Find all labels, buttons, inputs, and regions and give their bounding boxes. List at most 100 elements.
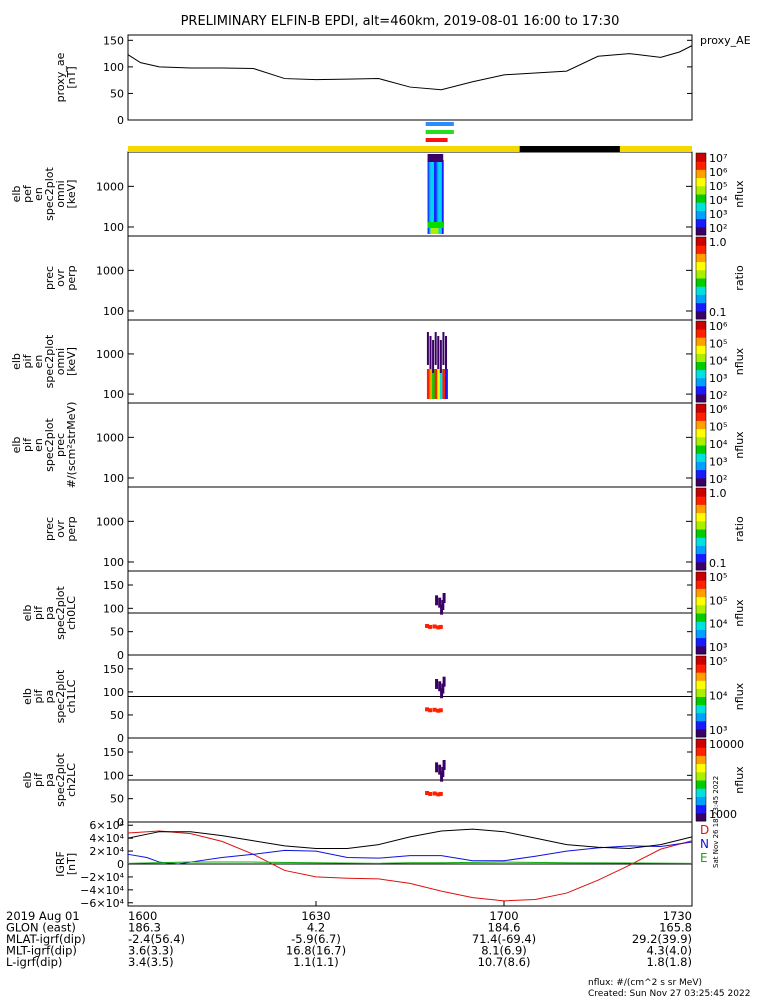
elb-pif-pa-spec2plot-ch2lc-ylabel-0: elb: [21, 772, 34, 789]
footer-row-value: 1700: [489, 909, 518, 923]
elb-pif-en-spec2plot-prec-colorbar-tick: 10²: [709, 473, 727, 486]
proxy-ae-ylabel-0: proxy_ae: [54, 52, 67, 102]
igrf-legend-d: D: [700, 823, 709, 837]
elb-pef-en-spec2plot-omni-colorbar-frame: [695, 152, 707, 236]
elb-pef-en-spec2plot-omni-colorbar-segment: [696, 161, 706, 170]
footer-row-label: L-igrf(dip): [6, 955, 62, 969]
elb-pif-pa-spec2plot-ch0lc-ylabel-1: pif: [32, 605, 45, 620]
igrf-ylabel-0: IGRF: [54, 851, 67, 877]
elb-pef-en-spec2plot-omni-spectro-column: [434, 160, 436, 234]
elb-pif-en-spec2plot-prec-ylabel-4: prec: [54, 433, 67, 457]
elb-pif-en-spec2plot-omni-spectro-speck: [442, 332, 445, 365]
elb-pif-en-spec2plot-omni-colorbar-segment: [696, 393, 706, 403]
prec-ovr-perp-1-colorbar-label: ratio: [733, 265, 746, 291]
footer-row-value: 1.1(1.1): [293, 955, 339, 969]
elb-pif-en-spec2plot-omni-spectro-column: [429, 369, 433, 399]
footer-row-label: 2019 Aug 01: [6, 909, 80, 923]
igrf-series-d: [127, 830, 693, 902]
elb-pif-en-spec2plot-prec-ytick-label: 1000: [96, 431, 124, 444]
elb-pif-pa-spec2plot-ch0lc-spectro-speck: [432, 624, 437, 629]
prec-ovr-perp-2-ytick-label: 100: [103, 556, 124, 569]
footer-row-value: 1730: [663, 909, 692, 923]
elb-pif-pa-spec2plot-ch0lc-colorbar-segment: [696, 572, 706, 581]
elb-pif-pa-spec2plot-ch2lc-spectro-speck: [432, 791, 437, 796]
elb-pif-en-spec2plot-prec-ylabel-1: pif: [21, 437, 34, 452]
elb-pif-en-spec2plot-prec-frame: [127, 402, 693, 488]
elb-pif-en-spec2plot-omni-spectro-column: [432, 369, 435, 399]
igrf-ylabel-1: [nT]: [65, 853, 78, 875]
elb-pif-pa-spec2plot-ch2lc-colorbar-segment: [696, 763, 706, 773]
elb-pef-en-spec2plot-omni-ylabel-2: en: [32, 187, 45, 201]
elb-pif-pa-spec2plot-ch2lc-spectro-speck: [438, 791, 443, 796]
elb-pif-pa-spec2plot-ch2lc-colorbar-segment: [696, 755, 706, 765]
status-segment-yellow: [128, 146, 520, 152]
elb-pef-en-spec2plot-omni-spectro-column: [430, 160, 432, 234]
elb-pif-en-spec2plot-prec-colorbar-segment: [696, 420, 706, 430]
elb-pif-pa-spec2plot-ch2lc-ytick-label: 50: [110, 793, 124, 806]
elb-pif-en-spec2plot-omni-colorbar-frame: [695, 320, 707, 403]
proxy-ae-legend: proxy_AE: [700, 34, 751, 47]
elb-pif-pa-spec2plot-ch0lc-spectro-speck: [440, 604, 444, 615]
footer-row-value: 186.3: [128, 921, 161, 935]
status-segment-black: [519, 146, 620, 152]
elb-pef-en-spec2plot-omni-ytick-label: 1000: [96, 180, 124, 193]
elb-pif-en-spec2plot-omni-spectro-speck: [429, 336, 432, 369]
elb-pif-en-spec2plot-omni-ytick-label: 1000: [96, 348, 124, 361]
elb-pif-en-spec2plot-omni-spectro-column: [434, 369, 438, 399]
elb-pif-en-spec2plot-omni-spectro-speck: [439, 340, 442, 373]
elb-pif-en-spec2plot-omni-ylabel-4: omni: [54, 348, 67, 375]
elb-pif-pa-spec2plot-ch0lc-ytick-label: 150: [103, 579, 124, 592]
elb-pif-en-spec2plot-prec-colorbar-segment: [696, 461, 706, 471]
units-note: nflux: #/(cm^2 s sr MeV): [588, 978, 702, 988]
elb-pef-en-spec2plot-omni-spectro-low2: [430, 228, 439, 234]
elb-pif-pa-spec2plot-ch0lc-colorbar-segment: [696, 621, 706, 630]
prec-ovr-perp-1-ylabel-1: ovr: [54, 269, 67, 287]
proxy-ae-ytick-label: 0: [117, 114, 124, 127]
elb-pif-en-spec2plot-prec-ylabel-0: elb: [10, 437, 23, 454]
igrf-legend-e: E: [700, 851, 708, 865]
elb-pif-en-spec2plot-omni-spectro-column: [426, 369, 430, 399]
elb-pef-en-spec2plot-omni-spectro-top: [427, 154, 444, 162]
elb-pif-en-spec2plot-prec-ytick-label: 100: [103, 472, 124, 485]
elb-pef-en-spec2plot-omni-ylabel-1: pef: [21, 184, 34, 203]
elb-pef-en-spec2plot-omni-spectro-column: [432, 160, 435, 234]
elb-pif-pa-spec2plot-ch1lc-colorbar-segment: [696, 656, 706, 665]
elb-pef-en-spec2plot-omni-colorbar-tick: 10⁷: [709, 152, 727, 165]
prec-ovr-perp-1-colorbar-segment: [696, 294, 706, 304]
elb-pef-en-spec2plot-omni-colorbar-segment: [696, 218, 706, 228]
igrf-ytick-label: 2×10⁴: [89, 845, 124, 858]
prec-ovr-perp-2-colorbar-label: ratio: [733, 516, 746, 542]
elb-pif-pa-spec2plot-ch2lc-spectro-speck: [442, 760, 446, 770]
elb-pef-en-spec2plot-omni-colorbar-tick: 10²: [709, 222, 727, 235]
prec-ovr-perp-1-colorbar-segment: [696, 269, 706, 279]
elb-pif-pa-spec2plot-ch2lc-colorbar-tick: 1000: [709, 808, 737, 821]
elb-pif-pa-spec2plot-ch0lc-ylabel-2: pa: [43, 606, 56, 620]
elb-pif-en-spec2plot-omni-colorbar-segment: [696, 377, 706, 387]
elb-pif-pa-spec2plot-ch2lc-colorbar-frame: [695, 738, 707, 822]
footer-row-value: -5.9(6.7): [291, 932, 341, 946]
elb-pif-pa-spec2plot-ch1lc-colorbar-segment: [696, 712, 706, 722]
elb-pif-pa-spec2plot-ch2lc-colorbar-segment: [696, 771, 706, 781]
elb-pif-pa-spec2plot-ch2lc-colorbar-tick: 10000: [709, 738, 744, 751]
footer-row-value: 1.8(1.8): [646, 955, 692, 969]
prec-ovr-perp-1-ytick-label: 1000: [96, 264, 124, 277]
prec-ovr-perp-2-colorbar-segment: [696, 561, 706, 571]
elb-pif-en-spec2plot-prec-colorbar-segment: [696, 436, 706, 446]
elb-pif-pa-spec2plot-ch0lc-spectro-speck: [438, 624, 443, 629]
elb-pif-pa-spec2plot-ch2lc-spectro-speck: [438, 764, 442, 775]
elb-pef-en-spec2plot-omni-colorbar-segment: [696, 177, 706, 187]
prec-ovr-perp-1-colorbar-segment: [696, 286, 706, 295]
footer-ephemeris: 2019 Aug 01 1600 1630 1700 1730 GLON (east) 18…: [6, 909, 692, 969]
elb-pif-en-spec2plot-omni-spectro-speck: [437, 336, 440, 369]
elb-pef-en-spec2plot-omni-spectro-column: [437, 160, 440, 234]
footer-row-value: 3.6(3.3): [128, 944, 174, 958]
elb-pef-en-spec2plot-omni-colorbar-segment: [696, 194, 706, 203]
created-stamp: Created: Sun Nov 27 03:25:45 2022: [588, 989, 750, 999]
elb-pif-pa-spec2plot-ch0lc-spectro-speck: [438, 597, 442, 608]
elb-pef-en-spec2plot-omni-colorbar-tick: 10⁴: [709, 194, 728, 207]
footer-row-value: 16.8(16.7): [286, 944, 346, 958]
footer-row-value: 184.6: [488, 921, 521, 935]
elb-pif-pa-spec2plot-ch2lc-ylabel-2: pa: [43, 773, 56, 787]
elb-pif-pa-spec2plot-ch1lc-ylabel-4: ch1LC: [65, 679, 78, 713]
